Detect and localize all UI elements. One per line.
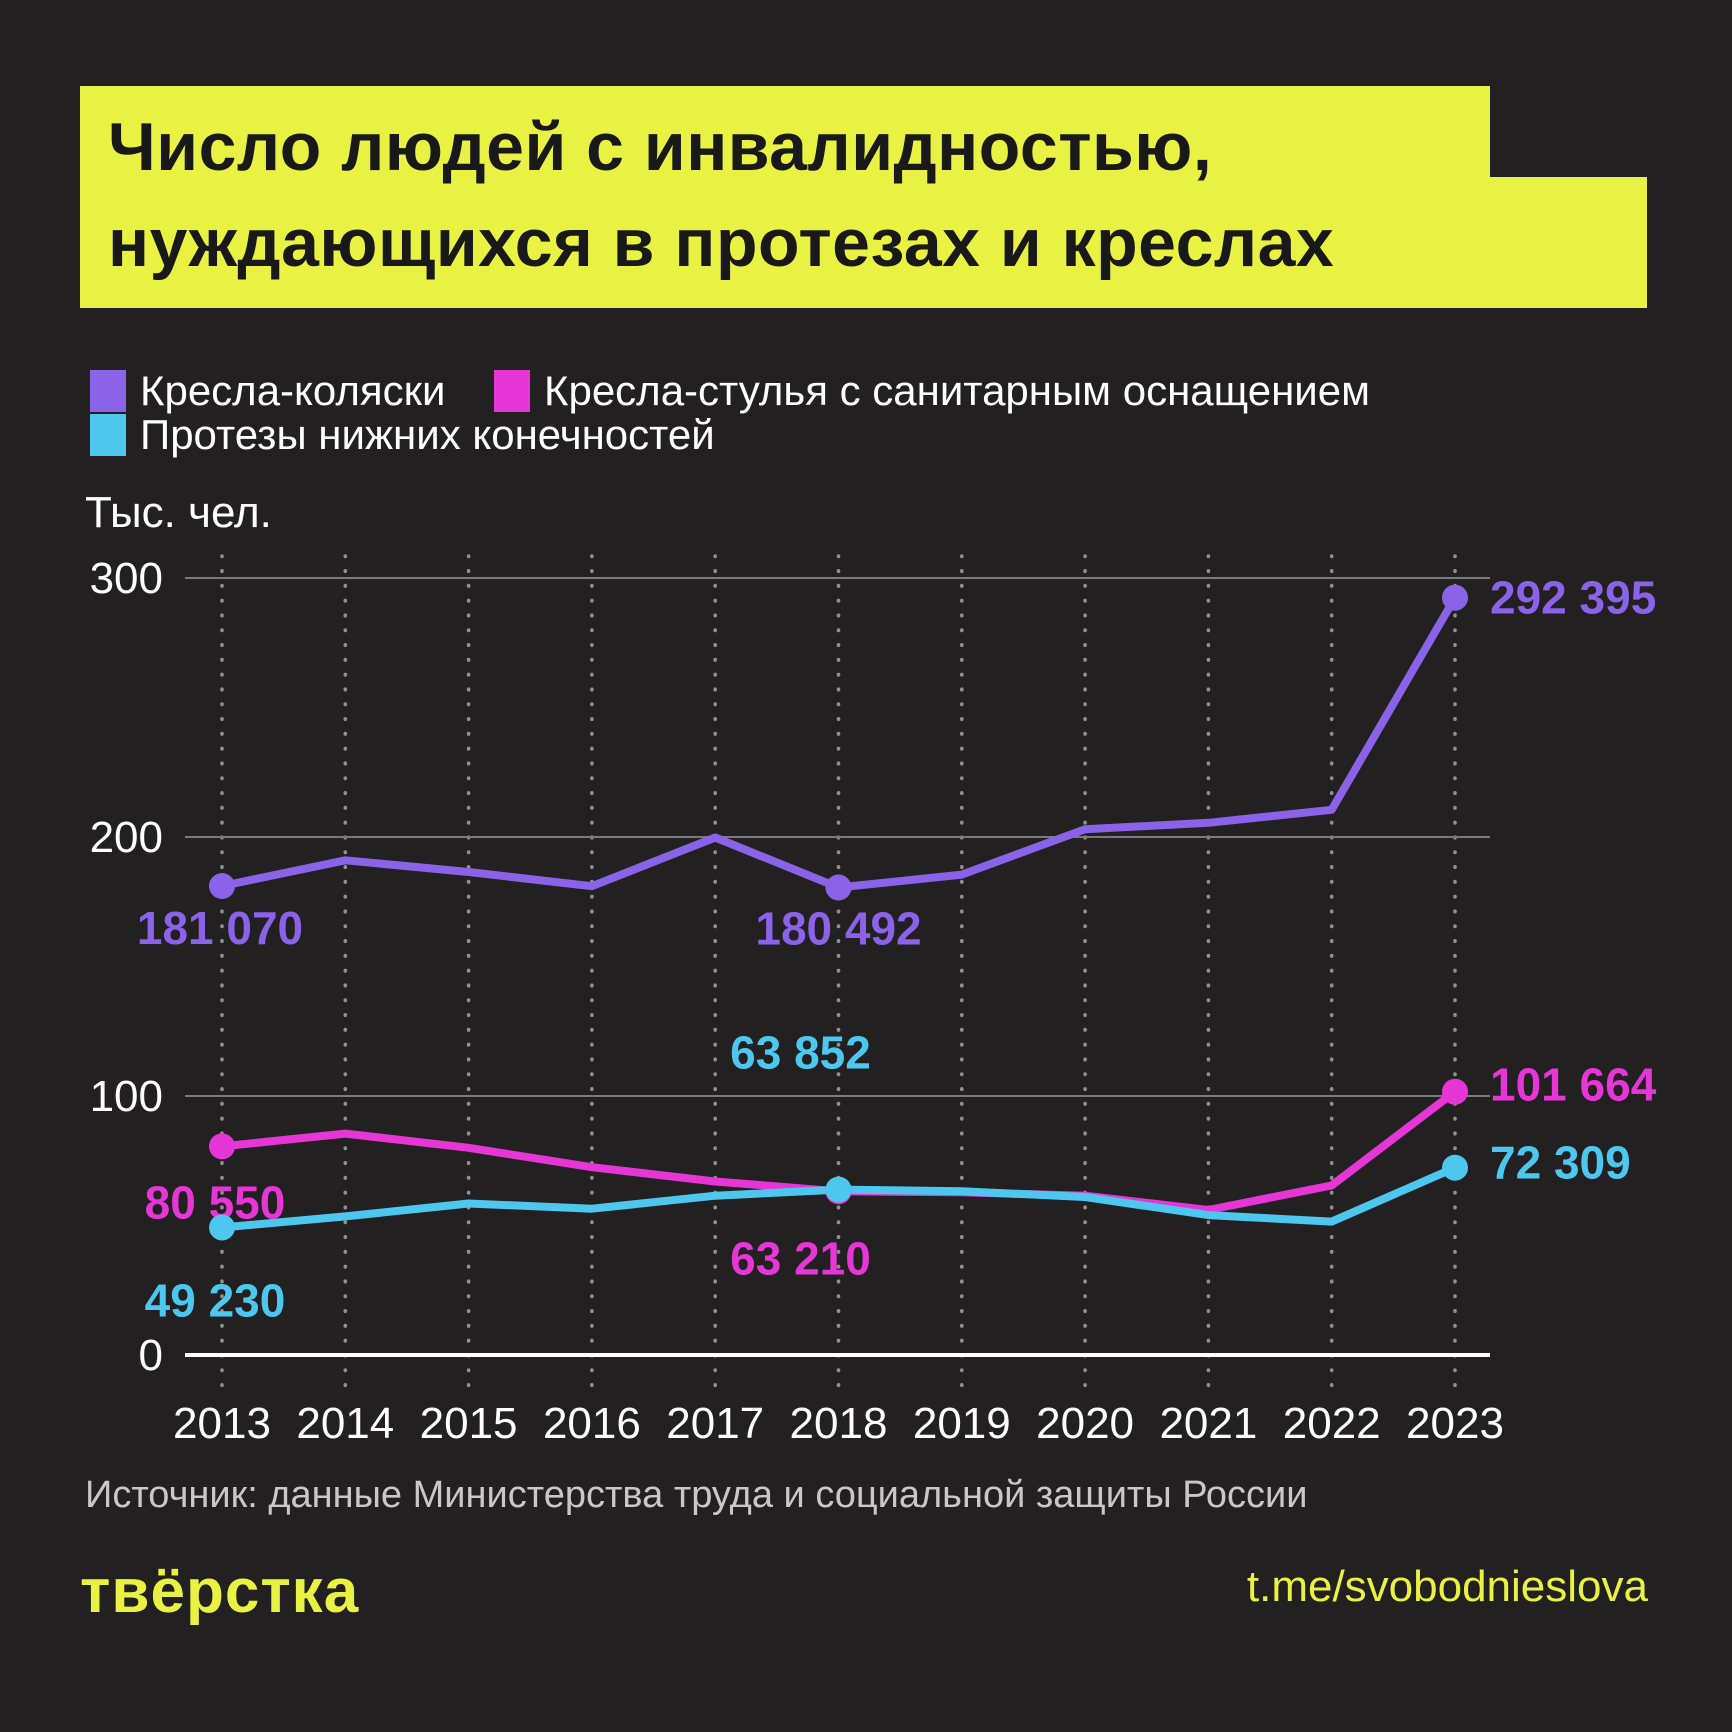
data-point xyxy=(1442,1154,1468,1181)
legend-swatch-purple xyxy=(90,370,126,412)
x-tick-label: 2016 xyxy=(543,1399,641,1448)
x-tick-label: 2018 xyxy=(790,1399,888,1448)
x-tick-label: 2015 xyxy=(420,1399,518,1448)
y-tick-label: 0 xyxy=(139,1331,163,1380)
y-tick-label: 200 xyxy=(90,813,163,862)
data-point xyxy=(1442,1078,1468,1105)
y-axis-unit-label: Тыс. чел. xyxy=(85,488,272,537)
data-point xyxy=(825,1176,852,1203)
legend-item-prostheses: Протезы нижних конечностей xyxy=(90,411,715,459)
data-label: 101 664 xyxy=(1490,1059,1657,1111)
x-tick-label: 2017 xyxy=(666,1399,764,1448)
page-title-line2: нуждающихся в протезах и креслах xyxy=(108,205,1335,281)
legend-swatch-cyan xyxy=(90,414,126,456)
data-label: 72 309 xyxy=(1490,1137,1631,1189)
data-point xyxy=(1442,584,1468,611)
y-tick-label: 100 xyxy=(90,1072,163,1121)
legend-label: Кресла-коляски xyxy=(140,367,446,414)
page-title-line1: Число людей с инвалидностью, xyxy=(108,109,1213,185)
data-label: 63 852 xyxy=(730,1027,871,1079)
legend-item-sanitary-chairs: Кресла-стулья с санитарным оснащением xyxy=(494,367,1370,415)
data-label: 49 230 xyxy=(145,1274,286,1326)
x-tick-label: 2022 xyxy=(1283,1399,1381,1448)
data-label: 181 070 xyxy=(137,902,303,954)
data-label: 180 492 xyxy=(755,903,921,955)
legend-label: Кресла-стулья с санитарным оснащением xyxy=(544,367,1370,414)
title-highlight-bottom xyxy=(80,177,1647,308)
y-tick-label: 300 xyxy=(90,554,163,603)
data-point xyxy=(209,873,235,900)
verstka-logo: твёрстка xyxy=(80,1557,360,1626)
x-tick-label: 2014 xyxy=(296,1399,394,1448)
data-point xyxy=(209,1214,235,1241)
title-highlight-top xyxy=(80,86,1490,177)
telegram-link[interactable]: t.me/svobodnieslova xyxy=(1246,1562,1648,1611)
x-tick-label: 2021 xyxy=(1159,1399,1257,1448)
source-note: Источник: данные Министерства труда и со… xyxy=(85,1474,1308,1516)
x-tick-label: 2019 xyxy=(913,1399,1011,1448)
data-point xyxy=(209,1133,235,1160)
series-line-0 xyxy=(218,593,1459,892)
data-label: 292 395 xyxy=(1490,572,1656,624)
data-label: 63 210 xyxy=(730,1232,871,1284)
x-tick-label: 2020 xyxy=(1036,1399,1134,1448)
x-tick-label: 2013 xyxy=(173,1399,271,1448)
legend-item-wheelchairs: Кресла-коляски xyxy=(90,367,445,415)
legend-label: Протезы нижних конечностей xyxy=(140,411,715,458)
legend-swatch-magenta xyxy=(494,370,530,412)
data-point xyxy=(825,874,852,901)
x-tick-label: 2023 xyxy=(1406,1399,1504,1448)
